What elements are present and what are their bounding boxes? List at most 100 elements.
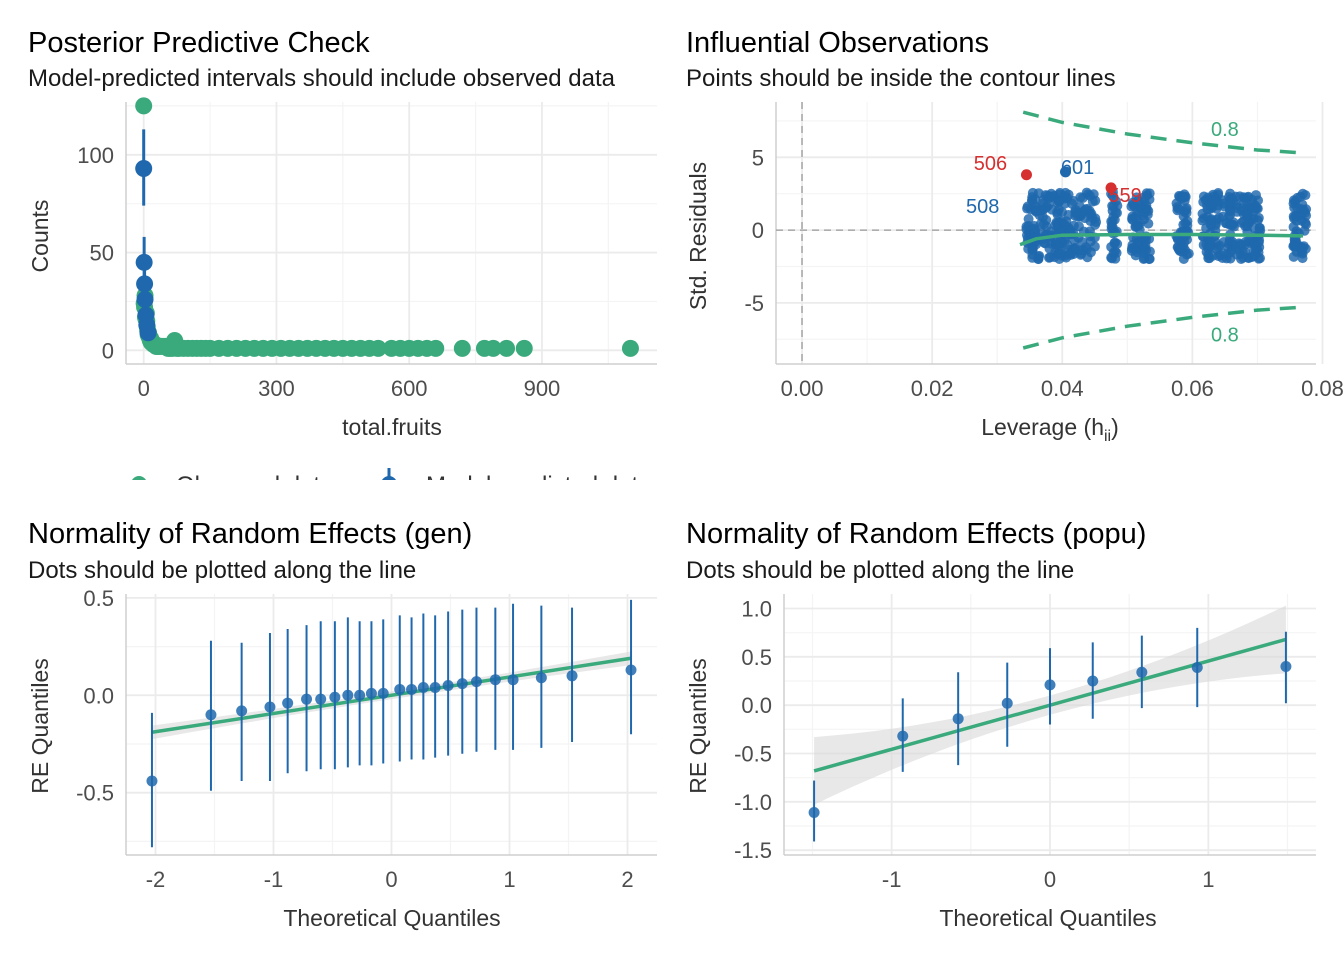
residual-point [1181, 204, 1192, 215]
cooks-contour-upper [1022, 110, 1304, 155]
observed-point [427, 339, 445, 357]
observed-point [135, 97, 153, 115]
residual-point [1039, 237, 1050, 248]
x-tick-label: -1 [264, 867, 284, 892]
residual-point [1110, 196, 1121, 207]
y-tick-label: 0 [752, 218, 764, 243]
re-point [429, 681, 441, 693]
plot-area: -2 -1 0 1 2 -0.5 0.0 0.5 [76, 586, 657, 892]
residual-point [1242, 192, 1253, 203]
residual-point [1033, 254, 1044, 265]
x-tick-label: 0 [385, 867, 397, 892]
residual-point [1143, 218, 1154, 229]
re-point [315, 693, 327, 705]
re-point [625, 664, 637, 676]
residual-point [1141, 200, 1152, 211]
residual-point [1052, 207, 1063, 218]
y-tick-label: 100 [77, 143, 114, 168]
panel-title: Normality of Random Effects (gen) [28, 518, 472, 550]
residual-point [1030, 194, 1041, 205]
residual-point [1204, 242, 1215, 253]
y-tick-label: 0.5 [741, 645, 772, 670]
x-tick-label: 0 [138, 376, 150, 401]
observed-point [515, 339, 533, 357]
re-point [1001, 697, 1013, 709]
residual-point [1202, 200, 1213, 211]
residual-point [1288, 221, 1299, 232]
residual-point [1300, 190, 1311, 201]
observation-label: 506 [974, 153, 1007, 175]
predicted-point [136, 290, 154, 308]
flagged-point [1105, 182, 1117, 194]
y-tick-label: -0.5 [734, 742, 772, 767]
x-axis-label: Theoretical Quantiles [283, 905, 500, 931]
x-tick-label: -1 [882, 867, 902, 892]
re-point [470, 676, 482, 688]
panel-subtitle: Model-predicted intervals should include… [28, 65, 616, 92]
predicted-point [135, 159, 153, 177]
re-point [365, 687, 377, 699]
residual-point [1290, 235, 1301, 246]
y-tick-label: 5 [752, 145, 764, 170]
re-point [507, 674, 519, 686]
re-point [377, 687, 389, 699]
panel-title: Influential Observations [686, 27, 989, 59]
plot-area: 0.00 0.02 0.04 0.06 0.08 -5 0 5 0.8 0.8 506 601 559 5… [744, 102, 1344, 401]
observed-point [453, 339, 471, 357]
residual-point [1253, 212, 1264, 223]
residual-point [1023, 220, 1034, 231]
x-tick-label: 300 [258, 376, 295, 401]
residual-point [1226, 219, 1237, 230]
y-tick-label: 1.0 [741, 597, 772, 622]
y-tick-label: -5 [744, 291, 764, 316]
observed-point [369, 339, 387, 357]
plot-area: -1 0 1 -1.5 -1.0 -0.5 0.0 0.5 1.0 [734, 594, 1316, 892]
residual-point [1171, 198, 1182, 209]
legend-predicted-label: Model-predicted data [426, 472, 652, 499]
residual-point [1296, 246, 1307, 257]
residual-point [1090, 195, 1101, 206]
re-point [406, 683, 418, 695]
re-point [205, 709, 217, 721]
re-point [535, 672, 547, 684]
re-point [417, 681, 429, 693]
flagged-point [1020, 169, 1032, 181]
residual-point [1197, 208, 1208, 219]
residual-point [1300, 219, 1311, 230]
x-tick-label: 0.02 [911, 376, 954, 401]
y-tick-label: -0.5 [76, 781, 114, 806]
residual-point [1250, 190, 1261, 201]
residual-point [1205, 219, 1216, 230]
observed-point [621, 339, 639, 357]
re-point [354, 689, 366, 701]
residual-point [1128, 199, 1139, 210]
residual-point [1207, 250, 1218, 261]
residual-point [1065, 225, 1076, 236]
residual-point [1225, 247, 1236, 258]
observation-label: 508 [966, 196, 999, 218]
residual-point [1251, 203, 1262, 214]
contour-label-upper: 0.8 [1211, 119, 1239, 141]
re-point [329, 691, 341, 703]
reference-line [151, 656, 632, 735]
residual-point [1127, 239, 1138, 250]
residual-point [1213, 242, 1224, 253]
residual-point [1248, 245, 1259, 256]
y-tick-label: 0 [102, 338, 114, 363]
re-point [342, 689, 354, 701]
re-point [394, 683, 406, 695]
residual-point [1288, 195, 1299, 206]
panel-subtitle: Points should be inside the contour line… [686, 65, 1116, 92]
x-tick-label: 1 [503, 867, 515, 892]
x-tick-label: 0.06 [1171, 376, 1214, 401]
residual-point [1081, 187, 1092, 198]
x-tick-label: 0.00 [781, 376, 824, 401]
re-point [566, 670, 578, 682]
legend-observed-label: Observed data [176, 472, 334, 499]
influential-observations-panel: Influential Observations Points should b… [685, 27, 1344, 445]
flagged-point [1060, 166, 1072, 178]
re-point [489, 674, 501, 686]
residual-point [1022, 201, 1033, 212]
x-tick-label: 0 [1044, 867, 1056, 892]
